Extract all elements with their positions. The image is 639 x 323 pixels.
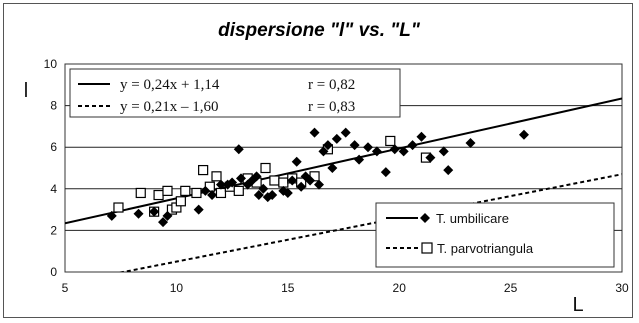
data-point-umbilicare xyxy=(309,127,320,138)
plot-area xyxy=(64,63,623,273)
chart-title: dispersione "l" vs. "L" xyxy=(218,20,421,41)
data-point-umbilicare xyxy=(251,171,262,182)
data-point-umbilicare xyxy=(327,163,338,173)
data-point-parvotriangula xyxy=(233,185,244,196)
x-tick-label: 5 xyxy=(62,281,69,295)
data-point-umbilicare xyxy=(322,140,333,151)
data-point-umbilicare xyxy=(363,142,374,153)
data-point-umbilicare xyxy=(318,146,329,157)
y-tick-label: 6 xyxy=(50,140,57,154)
data-point-umbilicare xyxy=(349,140,360,151)
data-point-umbilicare xyxy=(340,127,351,138)
data-point-umbilicare xyxy=(407,140,418,151)
r-value-2: r = 0,83 xyxy=(308,99,355,115)
data-point-parvotriangula xyxy=(211,171,222,182)
data-point-parvotriangula xyxy=(278,177,289,188)
data-point-parvotriangula xyxy=(215,187,227,199)
r-value-1: r = 0,82 xyxy=(308,77,355,93)
data-point-umbilicare xyxy=(236,173,247,184)
data-point-umbilicare xyxy=(258,183,269,194)
x-tick-label: 30 xyxy=(615,281,629,295)
scatter-chart: dispersione "l" vs. "L" 0 2 4 6 8 10 5 10 15 20 25… xyxy=(24,20,629,316)
data-point-umbilicare xyxy=(133,208,144,219)
data-point-umbilicare xyxy=(233,144,244,155)
legend-diamond-marker xyxy=(420,213,430,223)
x-tick-label: 15 xyxy=(281,281,295,295)
legend: T. umbilicare T. parvotriangula xyxy=(375,202,615,268)
data-point-umbilicare xyxy=(106,210,117,221)
data-point-umbilicare xyxy=(215,179,226,190)
data-point-umbilicare xyxy=(227,177,238,188)
data-point-parvotriangula xyxy=(180,185,191,196)
data-point-parvotriangula xyxy=(269,175,280,186)
data-points xyxy=(106,127,529,228)
data-point-parvotriangula xyxy=(260,162,271,174)
data-point-umbilicare xyxy=(158,217,169,228)
data-point-parvotriangula xyxy=(153,189,164,201)
legend-label-umbilicare: T. umbilicare xyxy=(436,211,509,226)
x-tick-label: 10 xyxy=(170,281,184,295)
x-tick-label: 20 xyxy=(393,281,407,295)
chart-frame: dispersione "l" vs. "L" 0 2 4 6 8 10 5 10 15 20 25… xyxy=(3,3,633,318)
y-tick-label: 4 xyxy=(50,182,57,196)
y-tick-label: 2 xyxy=(50,223,57,237)
fit-line-series-1 xyxy=(118,173,622,272)
equation-1: y = 0,24x + 1,14 xyxy=(120,77,220,93)
fit-line-series-0 xyxy=(65,97,622,225)
data-point-umbilicare xyxy=(162,210,173,221)
data-point-umbilicare xyxy=(354,154,365,165)
data-point-umbilicare xyxy=(380,167,391,178)
data-point-umbilicare xyxy=(425,152,436,163)
legend-label-parvotriangula: T. parvotriangula xyxy=(437,241,534,256)
data-point-umbilicare xyxy=(267,190,278,201)
y-tick-label: 10 xyxy=(44,57,58,71)
data-point-umbilicare xyxy=(282,187,293,198)
data-point-parvotriangula xyxy=(191,187,202,199)
y-axis-label: l xyxy=(24,80,28,102)
data-point-umbilicare xyxy=(200,185,211,196)
data-point-umbilicare xyxy=(287,175,298,186)
data-point-umbilicare xyxy=(313,179,324,190)
data-point-umbilicare xyxy=(253,190,264,201)
equation-box: y = 0,24x + 1,14 r = 0,82 y = 0,21x – 1,… xyxy=(69,68,401,118)
data-point-umbilicare xyxy=(331,133,342,144)
x-axis-label: L xyxy=(572,294,583,316)
data-point-umbilicare xyxy=(305,175,316,186)
data-point-umbilicare xyxy=(443,165,454,176)
data-point-umbilicare xyxy=(518,129,529,140)
data-point-parvotriangula xyxy=(175,196,186,207)
data-point-umbilicare xyxy=(416,131,427,142)
data-point-parvotriangula xyxy=(162,185,173,196)
equation-2: y = 0,21x – 1,60 xyxy=(120,99,218,115)
data-point-parvotriangula xyxy=(135,187,146,199)
tick-labels: 0 2 4 6 8 10 5 10 15 20 25 30 xyxy=(44,57,629,295)
data-point-umbilicare xyxy=(296,181,307,192)
data-point-umbilicare xyxy=(398,146,409,157)
data-point-umbilicare xyxy=(389,144,400,155)
data-point-parvotriangula xyxy=(198,164,209,176)
data-point-umbilicare xyxy=(291,156,302,167)
legend-square-marker xyxy=(421,242,433,254)
data-point-umbilicare xyxy=(465,138,476,149)
data-point-parvotriangula xyxy=(385,135,396,147)
data-point-parvotriangula xyxy=(113,202,124,213)
y-tick-label: 0 xyxy=(50,265,57,279)
y-tick-label: 8 xyxy=(50,99,57,113)
x-tick-label: 25 xyxy=(504,281,518,295)
data-point-umbilicare xyxy=(438,146,449,157)
data-point-umbilicare xyxy=(193,204,204,215)
data-point-umbilicare xyxy=(207,190,218,201)
data-point-umbilicare xyxy=(149,206,160,217)
data-point-umbilicare xyxy=(371,146,382,157)
fit-lines xyxy=(65,97,622,272)
